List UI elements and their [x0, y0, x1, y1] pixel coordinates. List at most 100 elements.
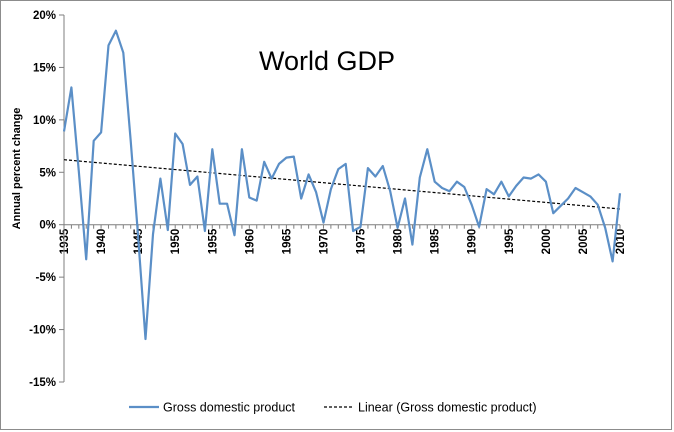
legend-label-gdp: Gross domestic product [163, 401, 296, 415]
gdp-data-point [352, 230, 354, 232]
gdp-data-point [85, 258, 87, 260]
gdp-data-point [107, 44, 109, 46]
gdp-data-point [167, 229, 169, 231]
gdp-data-point [471, 204, 473, 206]
x-tick-label: 1935 [59, 228, 71, 254]
x-tick-label: 1960 [244, 229, 256, 255]
gdp-data-point [411, 244, 413, 246]
y-tick-label: -15% [29, 377, 56, 389]
gdp-data-point [174, 132, 176, 134]
gdp-data-point [308, 173, 310, 175]
gdp-data-point [204, 230, 206, 232]
x-tick-label: 1940 [96, 229, 108, 255]
gdp-data-point [159, 178, 161, 180]
gdp-data-point [196, 175, 198, 177]
legend-label-linear: Linear (Gross domestic product) [358, 401, 537, 415]
gdp-data-point [374, 175, 376, 177]
gdp-data-point [389, 190, 391, 192]
gdp-data-point [360, 226, 362, 228]
gdp-data-point [278, 163, 280, 165]
gdp-data-point [330, 188, 332, 190]
gdp-data-point [189, 184, 191, 186]
x-tick-label: 1965 [281, 228, 293, 254]
gdp-data-point [78, 170, 80, 172]
gdp-data-point [530, 178, 532, 180]
x-tick-label: 1950 [170, 229, 182, 255]
gdp-data-point [500, 181, 502, 183]
gdp-data-point [293, 156, 295, 158]
gdp-data-point [300, 198, 302, 200]
gdp-data-point [575, 187, 577, 189]
gdp-data-point [285, 157, 287, 159]
gdp-data-point [70, 86, 72, 88]
trend-line [63, 159, 621, 210]
gdp-data-point [545, 181, 547, 183]
gdp-data-point [234, 234, 236, 236]
gdp-data-point [337, 168, 339, 170]
gdp-series-line [62, 29, 622, 341]
gdp-data-point [463, 186, 465, 188]
gdp-data-point [486, 188, 488, 190]
gdp-data-point [478, 226, 480, 228]
gdp-data-point [523, 177, 525, 179]
x-tick-label: 1955 [207, 228, 219, 254]
gdp-data-point [567, 198, 569, 200]
gdp-data-point [426, 148, 428, 150]
gdp-data-point [397, 227, 399, 229]
gdp-data-point [382, 165, 384, 167]
y-tick-label: 10% [33, 115, 56, 127]
gdp-data-point [515, 185, 517, 187]
gdp-data-point [211, 148, 213, 150]
y-tick-label: 15% [33, 62, 56, 74]
x-tick-label: 1995 [504, 228, 516, 254]
gdp-data-point [322, 222, 324, 224]
x-tick-label: 1990 [467, 229, 479, 255]
gdp-data-point [219, 203, 221, 205]
gdp-data-point [434, 181, 436, 183]
gdp-data-point [367, 167, 369, 169]
gdp-data-point [100, 131, 102, 133]
y-tick-label: 0% [39, 220, 56, 232]
gdp-data-point [115, 30, 117, 32]
y-axis-title: Annual percent change [11, 108, 23, 230]
x-tick-label: 2000 [541, 229, 553, 255]
gdp-data-point [552, 212, 554, 214]
gdp-data-point [256, 200, 258, 202]
x-tick-label: 1980 [393, 229, 405, 255]
y-tick-label: -10% [29, 325, 56, 337]
y-tick-label: 20% [33, 10, 56, 22]
gdp-data-points [63, 30, 621, 340]
gdp-data-point [226, 203, 228, 205]
gdp-data-point [404, 198, 406, 200]
gdp-data-point [315, 191, 317, 193]
gdp-data-point [271, 178, 273, 180]
gdp-data-point [263, 161, 265, 163]
gdp-data-point [537, 173, 539, 175]
y-tick-label: -5% [36, 272, 56, 284]
gdp-data-point [241, 148, 243, 150]
x-tick-label: 1975 [356, 228, 368, 254]
gdp-data-point [182, 143, 184, 145]
gdp-data-point [560, 205, 562, 207]
gdp-data-point [582, 191, 584, 193]
y-axis-ticks: 20% 15% 10% 5% 0% -5% -10% -15% [29, 10, 64, 389]
gdp-data-point [152, 233, 154, 235]
gdp-data-point [93, 140, 95, 142]
gdp-data-point [612, 260, 614, 262]
gdp-data-point [145, 338, 147, 340]
legend: Gross domestic product Linear (Gross dom… [129, 401, 537, 415]
gdp-data-point [448, 190, 450, 192]
chart-title: World GDP [259, 46, 395, 76]
gdp-data-point [345, 163, 347, 165]
gdp-data-point [508, 195, 510, 197]
gdp-data-point [122, 52, 124, 54]
x-tick-label: 2005 [578, 228, 590, 254]
y-tick-label: 5% [39, 167, 56, 179]
gdp-data-point [604, 227, 606, 229]
gdp-data-point [597, 204, 599, 206]
gdp-data-point [137, 235, 139, 237]
gdp-data-point [441, 187, 443, 189]
gdp-data-point [619, 192, 621, 194]
